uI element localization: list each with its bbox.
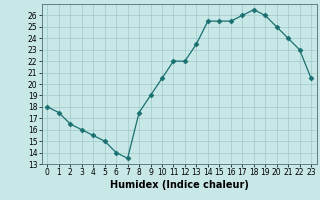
X-axis label: Humidex (Indice chaleur): Humidex (Indice chaleur) — [110, 180, 249, 190]
